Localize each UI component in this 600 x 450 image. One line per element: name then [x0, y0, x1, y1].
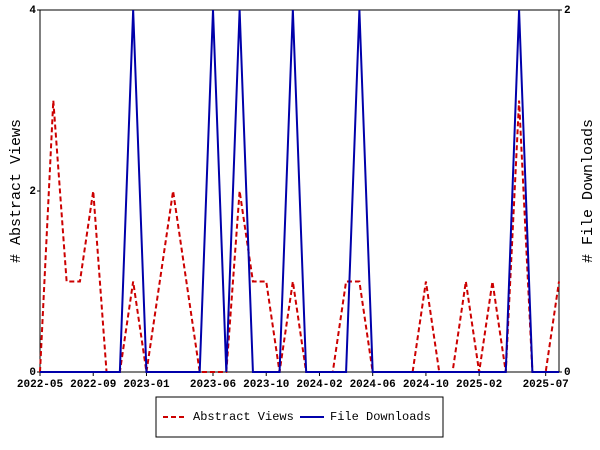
legend-label: File Downloads — [330, 410, 431, 424]
x-tick-label: 2023-06 — [190, 379, 236, 391]
y-tick-label: 4 — [29, 5, 36, 17]
y2-tick-label: 2 — [564, 5, 571, 17]
x-tick-label: 2024-10 — [403, 379, 449, 391]
y2-tick-label: 0 — [564, 367, 571, 379]
series-line — [40, 9, 559, 373]
x-tick-label: 2022-05 — [17, 379, 64, 391]
x-tick-label: 2023-01 — [123, 379, 170, 391]
y2-axis-title: # File Downloads — [580, 119, 597, 263]
y-tick-label: 0 — [29, 367, 36, 379]
x-tick-label: 2025-02 — [456, 379, 502, 391]
legend-label: Abstract Views — [193, 410, 294, 424]
series-line — [39, 100, 560, 373]
x-tick-label: 2024-02 — [296, 379, 342, 391]
x-tick-label: 2023-10 — [243, 379, 289, 391]
x-tick-label: 2022-09 — [70, 379, 116, 391]
x-tick-label: 2024-06 — [350, 379, 396, 391]
x-tick-label: 2025-07 — [523, 379, 569, 391]
legend-box — [155, 396, 444, 438]
y-axis-title: # Abstract Views — [8, 119, 25, 263]
y-tick-label: 2 — [29, 186, 36, 198]
